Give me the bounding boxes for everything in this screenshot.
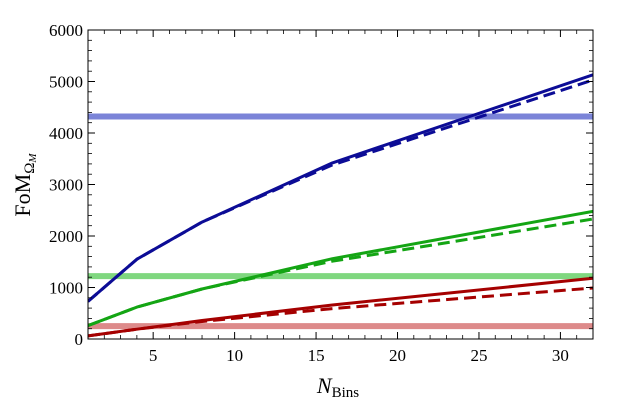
y-tick-label: 0	[75, 330, 84, 349]
y-axis-label: FoMΩM	[10, 153, 39, 217]
red-dashed-series	[88, 286, 593, 338]
y-tick-label: 1000	[49, 279, 83, 298]
x-tick-label: 10	[226, 346, 243, 365]
y-tick-label: 6000	[49, 21, 83, 40]
x-tick-label: 30	[552, 346, 569, 365]
x-tick-label: 25	[470, 346, 487, 365]
axis-ticks: 5 10 15 20 25 30 0 1000 2000 3000 4000 5000 6000	[49, 21, 594, 365]
series-lines	[88, 73, 593, 338]
y-tick-label: 5000	[49, 73, 83, 92]
reference-lines	[88, 113, 593, 330]
x-tick-label: 5	[149, 346, 158, 365]
plot-frame	[87, 29, 594, 340]
blue-solid-series	[88, 73, 593, 303]
x-axis-label: NBins	[316, 373, 359, 401]
x-tick-label: 15	[308, 346, 325, 365]
y-tick-label: 3000	[49, 176, 83, 195]
y-tick-label: 4000	[49, 124, 83, 143]
blue-dashed-series	[88, 78, 593, 303]
y-tick-label: 2000	[49, 227, 83, 246]
green-dashed-series	[88, 217, 593, 328]
x-tick-label: 20	[389, 346, 406, 365]
